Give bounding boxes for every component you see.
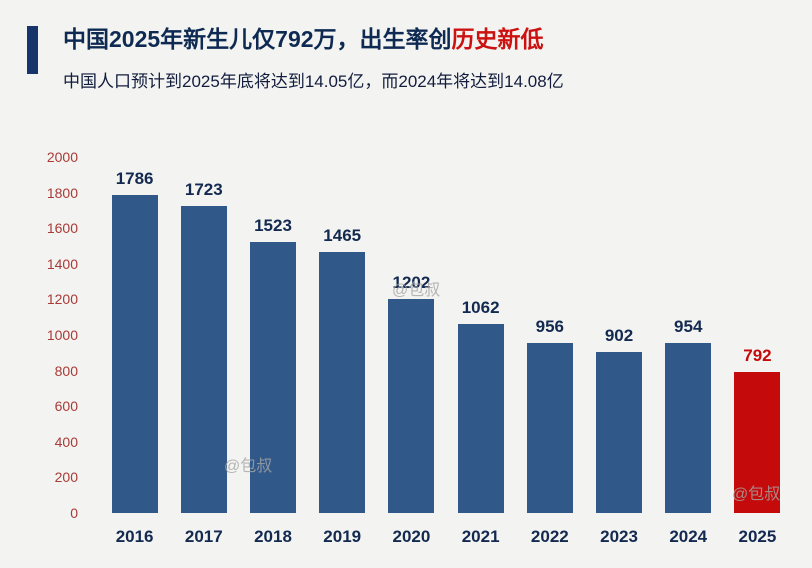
bar-column: 1786 <box>100 157 169 513</box>
x-tick-label: 2021 <box>461 527 500 546</box>
bar-value-label: 902 <box>604 326 634 346</box>
bar <box>250 241 296 513</box>
bar-chart: 0 200 400 600 800 1000 1200 1400 1600 1800 2000 17… <box>30 149 792 557</box>
bar-column: 956 <box>515 157 584 513</box>
x-tick-label: 2019 <box>323 527 362 546</box>
bar-column: 1465 <box>308 157 377 513</box>
header: 中国2025年新生儿仅792万，出生率创历史新低 中国人口预计到2025年底将达… <box>27 26 564 92</box>
bar-column: 1062 <box>446 157 515 513</box>
bar <box>457 323 504 513</box>
bar-value-label: 1786 <box>115 169 154 189</box>
x-tick-label: 2017 <box>184 527 223 546</box>
x-axis: 2016 2017 2018 2019 2020 2021 2022 2023 2024 2025 <box>100 527 792 547</box>
bar <box>111 195 158 513</box>
bar-column: 792 <box>723 157 792 513</box>
x-tick-label: 2016 <box>115 527 154 546</box>
y-tick-label: 1600 <box>46 220 78 237</box>
page-title: 中国2025年新生儿仅792万，出生率创历史新低 <box>63 26 564 54</box>
x-tick-label: 2020 <box>392 527 431 546</box>
title-highlight-text: 历史新低 <box>451 26 544 52</box>
bar-value-label: 1202 <box>392 273 431 293</box>
bar <box>526 342 573 513</box>
y-axis: 0 200 400 600 800 1000 1200 1400 1600 1800 2000 <box>30 149 88 521</box>
bar <box>665 343 712 513</box>
bar-column: 954 <box>654 157 723 513</box>
y-tick-label: 1200 <box>46 291 78 308</box>
bar-column: 1723 <box>169 157 238 513</box>
x-tick-label: 2024 <box>669 527 708 546</box>
bar-value-label: 954 <box>674 317 703 337</box>
bar <box>388 299 435 513</box>
y-tick-label: 600 <box>54 398 78 415</box>
bar-column: 1202 <box>377 157 446 513</box>
x-tick-label: 2022 <box>530 527 569 546</box>
bar <box>180 206 227 513</box>
y-tick-label: 800 <box>54 362 78 379</box>
bar-value-label: 792 <box>743 346 772 366</box>
x-tick-label: 2018 <box>254 527 292 546</box>
bar-column: 902 <box>584 157 653 513</box>
page-subtitle: 中国人口预计到2025年底将达到14.05亿，而2024年将达到14.08亿 <box>63 71 564 91</box>
title-text: 中国2025年新生儿仅792万，出生率创 <box>63 26 452 52</box>
bar-value-label: 1723 <box>184 180 223 200</box>
bar-value-label: 1523 <box>254 215 292 235</box>
title-accent-bar <box>27 26 38 74</box>
bar <box>734 372 781 513</box>
header-text-block: 中国2025年新生儿仅792万，出生率创历史新低 中国人口预计到2025年底将达… <box>63 26 564 92</box>
y-tick-label: 1400 <box>46 255 78 272</box>
bar-value-label: 956 <box>535 316 564 336</box>
bar <box>319 252 366 513</box>
y-tick-label: 400 <box>54 433 78 450</box>
x-tick-label: 2025 <box>738 527 777 546</box>
y-tick-label: 200 <box>54 469 78 486</box>
y-tick-label: 2000 <box>46 149 78 165</box>
y-tick-label: 1000 <box>46 327 78 343</box>
x-tick-label: 2023 <box>600 527 638 546</box>
bar-value-label: 1062 <box>461 297 500 317</box>
bar-value-label: 1465 <box>323 226 362 246</box>
y-tick-label: 1800 <box>46 184 78 201</box>
bar-column: 1523 <box>238 157 307 513</box>
plot-area: 1786 1723 1523 1465 1202 1062 956 902 954 792 <box>100 157 792 513</box>
y-tick-label: 0 <box>70 505 78 521</box>
bar <box>596 352 643 513</box>
